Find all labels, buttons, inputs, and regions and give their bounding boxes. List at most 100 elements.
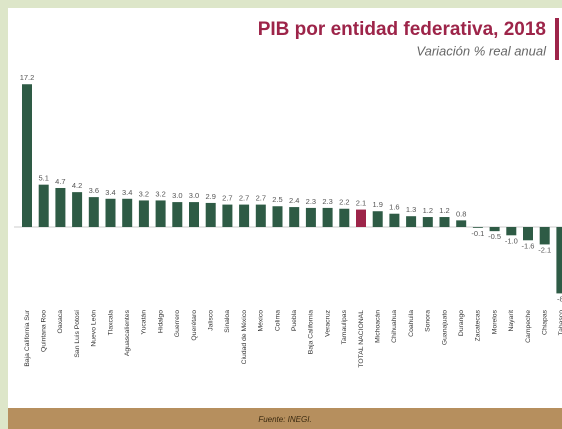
bar xyxy=(422,217,433,227)
bar xyxy=(539,227,550,245)
x-tick-label: Zacatecas xyxy=(475,309,482,341)
value-label: -1.0 xyxy=(505,236,518,245)
value-label: 17.2 xyxy=(20,73,35,82)
x-tick-label: Tamaulipas xyxy=(341,309,348,344)
bar xyxy=(55,187,66,227)
bar xyxy=(356,209,366,227)
bar xyxy=(72,192,83,227)
x-tick-label: Quintana Roo xyxy=(40,310,47,352)
value-label: 0.8 xyxy=(456,209,466,218)
x-tick-label: Puebla xyxy=(291,310,298,331)
bar xyxy=(389,213,400,227)
x-tick-label: Yucatán xyxy=(141,310,148,335)
value-label: 4.7 xyxy=(55,177,65,186)
value-label: -0.1 xyxy=(471,229,484,238)
x-tick-label: Morelos xyxy=(491,309,498,334)
bar xyxy=(406,216,417,227)
bar xyxy=(105,198,116,227)
x-tick-label: Nuevo León xyxy=(91,310,98,347)
value-label: 2.7 xyxy=(222,194,232,203)
value-label: 3.2 xyxy=(139,189,149,198)
bar xyxy=(489,227,500,232)
value-label: -2.1 xyxy=(538,245,551,254)
x-tick-label: San Luis Potosí xyxy=(74,310,81,358)
value-label: 2.2 xyxy=(339,198,349,207)
x-tick-label: Veracruz xyxy=(324,309,331,336)
footer-band xyxy=(8,408,562,429)
bar xyxy=(272,206,283,227)
x-tick-label: Guerrero xyxy=(174,310,181,337)
bar xyxy=(88,197,99,227)
value-label: 3.2 xyxy=(155,189,165,198)
chart-title: PIB por entidad federativa, 2018 xyxy=(258,19,546,40)
bar xyxy=(138,200,149,227)
x-tick-label: Jalisco xyxy=(207,310,214,331)
value-label: 2.7 xyxy=(239,194,249,203)
title-accent xyxy=(555,18,559,60)
bar xyxy=(22,84,32,228)
value-label: 1.2 xyxy=(423,206,433,215)
x-tick-label: Tlaxcala xyxy=(107,310,114,336)
value-label: 2.1 xyxy=(356,199,366,208)
x-tick-label: Nayarit xyxy=(508,310,515,332)
x-tick-label: Tabasco xyxy=(558,310,562,336)
bar xyxy=(222,204,233,227)
bar xyxy=(289,207,300,227)
bar xyxy=(239,204,250,227)
x-tick-label: Ciudad de México xyxy=(241,310,248,365)
x-tick-label: Baja California Sur xyxy=(24,309,31,366)
bar xyxy=(506,227,517,236)
x-tick-label: Querétaro xyxy=(191,310,198,341)
x-tick-label: Campeche xyxy=(525,310,532,343)
value-label: 3.0 xyxy=(172,191,182,200)
value-label: 2.5 xyxy=(272,195,282,204)
x-tick-label: México xyxy=(258,310,265,332)
value-label: 2.3 xyxy=(322,197,332,206)
x-tick-label: Coahuila xyxy=(408,310,415,337)
panel xyxy=(8,8,562,408)
bar xyxy=(38,184,49,227)
x-tick-label: Aguascalientes xyxy=(124,309,131,356)
value-label: -1.6 xyxy=(522,241,535,250)
value-label: 1.3 xyxy=(406,205,416,214)
bar xyxy=(439,217,450,227)
value-label: 3.6 xyxy=(89,186,99,195)
x-tick-label: Chiapas xyxy=(541,309,548,335)
bar xyxy=(556,227,562,294)
value-label: 5.1 xyxy=(38,174,48,183)
bar xyxy=(189,202,199,227)
x-tick-label: Chihuahua xyxy=(391,310,398,343)
bar xyxy=(305,207,316,227)
bar xyxy=(472,227,483,228)
x-tick-label: Michoacán xyxy=(374,310,381,343)
value-label: 2.3 xyxy=(306,197,316,206)
value-label: 1.9 xyxy=(372,200,382,209)
x-tick-label: Baja California xyxy=(308,310,315,354)
value-label: -8. xyxy=(557,294,562,303)
source: Fuente: INEGI. xyxy=(258,415,311,424)
x-tick-label: TOTAL NACIONAL xyxy=(358,310,365,368)
x-tick-label: Colima xyxy=(274,310,281,331)
chart-subtitle: Variación % real anual xyxy=(416,43,547,58)
value-label: 3.4 xyxy=(122,188,132,197)
value-label: 3.4 xyxy=(105,188,115,197)
value-label: 2.4 xyxy=(289,196,299,205)
bar xyxy=(155,200,166,227)
value-label: 2.9 xyxy=(205,192,215,201)
x-tick-label: Hidalgo xyxy=(157,310,164,333)
value-label: 1.2 xyxy=(439,206,449,215)
bar xyxy=(205,202,216,227)
value-label: 4.2 xyxy=(72,181,82,190)
bar xyxy=(523,227,533,241)
bar xyxy=(372,211,383,227)
value-label: -0.5 xyxy=(488,232,501,241)
x-tick-label: Guanajuato xyxy=(441,310,448,345)
bar xyxy=(172,202,183,227)
bar xyxy=(255,204,266,227)
bar xyxy=(122,198,133,227)
value-label: 2.7 xyxy=(256,194,266,203)
bar xyxy=(322,207,333,227)
value-label: 1.6 xyxy=(389,203,399,212)
x-tick-label: Durango xyxy=(458,310,465,336)
